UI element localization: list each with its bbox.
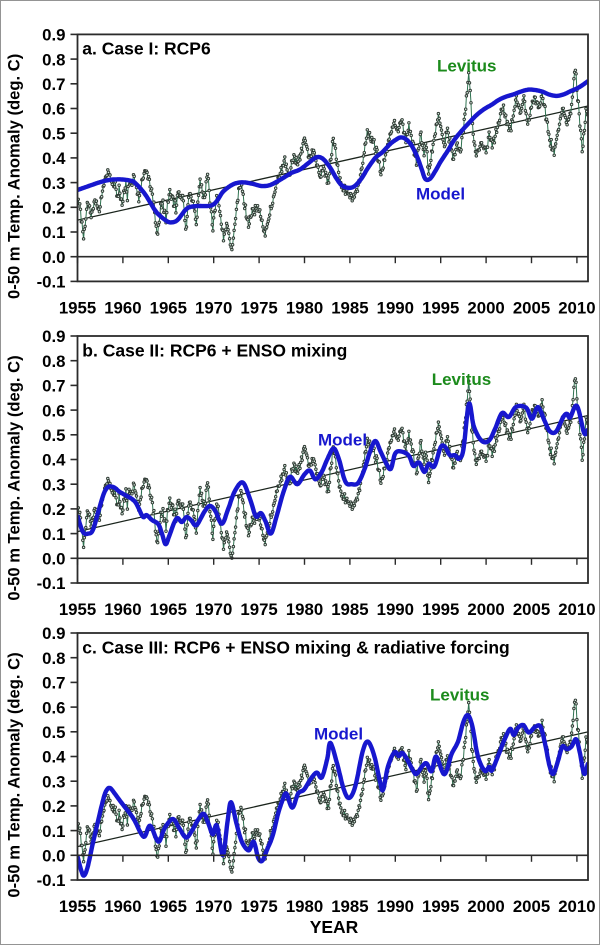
svg-text:a. Case I: RCP6: a. Case I: RCP6 bbox=[82, 39, 211, 59]
svg-text:0.9: 0.9 bbox=[42, 26, 65, 45]
svg-text:1965: 1965 bbox=[150, 600, 187, 619]
svg-text:0.6: 0.6 bbox=[42, 401, 65, 420]
svg-text:0.1: 0.1 bbox=[42, 223, 65, 242]
svg-text:0.8: 0.8 bbox=[42, 352, 65, 371]
svg-text:0.2: 0.2 bbox=[42, 500, 65, 519]
svg-text:Model: Model bbox=[318, 430, 367, 449]
svg-text:0.4: 0.4 bbox=[42, 451, 66, 470]
svg-text:1960: 1960 bbox=[104, 298, 141, 317]
svg-text:2010: 2010 bbox=[558, 298, 595, 317]
svg-text:0.0: 0.0 bbox=[42, 248, 65, 267]
svg-text:0.5: 0.5 bbox=[42, 723, 65, 742]
svg-text:0.9: 0.9 bbox=[42, 327, 65, 346]
svg-text:2000: 2000 bbox=[467, 897, 504, 916]
svg-text:0.7: 0.7 bbox=[42, 674, 65, 693]
svg-text:0.7: 0.7 bbox=[42, 75, 65, 94]
svg-text:1970: 1970 bbox=[195, 298, 232, 317]
svg-text:1975: 1975 bbox=[240, 897, 277, 916]
svg-text:0-50 m Temp. Anomaly (deg. C): 0-50 m Temp. Anomaly (deg. C) bbox=[5, 355, 24, 600]
svg-text:Model: Model bbox=[314, 725, 363, 744]
svg-text:1955: 1955 bbox=[59, 298, 96, 317]
svg-text:YEAR: YEAR bbox=[310, 917, 359, 937]
svg-text:0.0: 0.0 bbox=[42, 847, 65, 866]
svg-text:1990: 1990 bbox=[377, 298, 414, 317]
svg-text:2000: 2000 bbox=[467, 600, 504, 619]
svg-text:0.6: 0.6 bbox=[42, 100, 65, 119]
svg-text:1960: 1960 bbox=[104, 600, 141, 619]
svg-text:0.6: 0.6 bbox=[42, 698, 65, 717]
svg-text:2005: 2005 bbox=[513, 600, 550, 619]
svg-text:0.5: 0.5 bbox=[42, 426, 65, 445]
svg-text:1990: 1990 bbox=[377, 897, 414, 916]
svg-text:0-50 m Temp. Anomaly (deg. C): 0-50 m Temp. Anomaly (deg. C) bbox=[5, 54, 24, 299]
svg-text:2000: 2000 bbox=[467, 298, 504, 317]
svg-text:1995: 1995 bbox=[422, 298, 459, 317]
svg-text:1965: 1965 bbox=[150, 298, 187, 317]
svg-text:Levitus: Levitus bbox=[432, 370, 492, 389]
svg-text:0.4: 0.4 bbox=[42, 149, 66, 168]
svg-text:0.1: 0.1 bbox=[42, 822, 65, 841]
svg-text:0.5: 0.5 bbox=[42, 124, 65, 143]
svg-text:1995: 1995 bbox=[422, 897, 459, 916]
svg-text:1985: 1985 bbox=[331, 600, 368, 619]
svg-text:-0.1: -0.1 bbox=[37, 273, 66, 292]
svg-text:1960: 1960 bbox=[104, 897, 141, 916]
svg-text:1980: 1980 bbox=[286, 298, 323, 317]
svg-text:2005: 2005 bbox=[513, 298, 550, 317]
svg-text:Model: Model bbox=[416, 185, 465, 204]
svg-text:1980: 1980 bbox=[286, 600, 323, 619]
svg-text:0.3: 0.3 bbox=[42, 475, 65, 494]
svg-text:1970: 1970 bbox=[195, 897, 232, 916]
svg-text:1955: 1955 bbox=[59, 897, 96, 916]
svg-text:-0.1: -0.1 bbox=[37, 871, 66, 890]
svg-text:0.1: 0.1 bbox=[42, 525, 65, 544]
svg-text:b. Case II: RCP6 + ENSO mixing: b. Case II: RCP6 + ENSO mixing bbox=[82, 340, 347, 360]
svg-text:-0.1: -0.1 bbox=[37, 574, 66, 593]
svg-text:1955: 1955 bbox=[59, 600, 96, 619]
svg-text:0.3: 0.3 bbox=[42, 174, 65, 193]
svg-text:Levitus: Levitus bbox=[430, 686, 490, 705]
svg-text:0.3: 0.3 bbox=[42, 772, 65, 791]
svg-text:0.9: 0.9 bbox=[42, 624, 65, 643]
svg-text:1975: 1975 bbox=[240, 298, 277, 317]
svg-text:1985: 1985 bbox=[331, 897, 368, 916]
svg-text:0.8: 0.8 bbox=[42, 649, 65, 668]
svg-text:2005: 2005 bbox=[513, 897, 550, 916]
svg-text:1980: 1980 bbox=[286, 897, 323, 916]
svg-text:2010: 2010 bbox=[558, 600, 595, 619]
svg-text:Levitus: Levitus bbox=[437, 57, 497, 76]
svg-text:0.7: 0.7 bbox=[42, 377, 65, 396]
svg-text:1965: 1965 bbox=[150, 897, 187, 916]
svg-text:1990: 1990 bbox=[377, 600, 414, 619]
svg-text:0.4: 0.4 bbox=[42, 748, 66, 767]
svg-text:1975: 1975 bbox=[240, 600, 277, 619]
svg-text:0.8: 0.8 bbox=[42, 50, 65, 69]
svg-text:0.2: 0.2 bbox=[42, 199, 65, 218]
svg-text:1970: 1970 bbox=[195, 600, 232, 619]
svg-text:0.0: 0.0 bbox=[42, 550, 65, 569]
svg-text:0.2: 0.2 bbox=[42, 797, 65, 816]
svg-text:c. Case III: RCP6 + ENSO mixin: c. Case III: RCP6 + ENSO mixing & radiat… bbox=[82, 637, 509, 657]
svg-text:2010: 2010 bbox=[558, 897, 595, 916]
svg-text:1995: 1995 bbox=[422, 600, 459, 619]
svg-text:1985: 1985 bbox=[331, 298, 368, 317]
svg-text:0-50 m Temp. Anomaly (deg. C): 0-50 m Temp. Anomaly (deg. C) bbox=[5, 652, 24, 897]
